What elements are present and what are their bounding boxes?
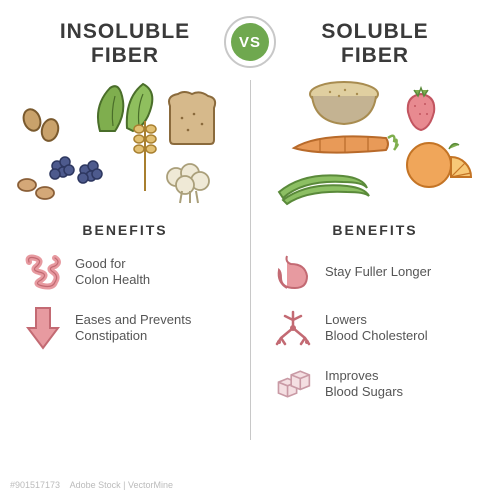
- sugar-cubes-icon: [273, 364, 313, 404]
- right-column: SOLUBLE FIBER: [250, 0, 500, 500]
- vs-label: VS: [231, 23, 269, 61]
- strawberry-icon: [400, 84, 442, 132]
- benefit-row: Stay Fuller Longer: [265, 252, 485, 292]
- left-title: INSOLUBLE FIBER: [60, 20, 190, 68]
- benefit-text: Stay Fuller Longer: [325, 264, 431, 280]
- orange-icon: [405, 131, 477, 193]
- cauliflower-icon: [160, 161, 215, 206]
- wheat-stalk-icon: [125, 111, 165, 196]
- left-foods: [15, 76, 235, 216]
- peanuts-icon: [15, 171, 65, 206]
- benefit-row: Good for Colon Health: [15, 252, 235, 292]
- left-benefits-heading: BENEFITS: [82, 222, 167, 238]
- benefit-text: Eases and Prevents Constipation: [75, 312, 191, 345]
- blood-vessels-icon: [273, 308, 313, 348]
- intestine-icon: [23, 252, 63, 292]
- benefit-row: Lowers Blood Cholesterol: [265, 308, 485, 348]
- oats-bowl-icon: [305, 78, 383, 128]
- carrot-icon: [290, 124, 400, 164]
- almonds-icon: [20, 106, 70, 146]
- arrow-down-icon: [23, 308, 63, 348]
- watermark: #901517173 Adobe Stock | VectorMine: [10, 480, 173, 490]
- right-benefits-heading: BENEFITS: [332, 222, 417, 238]
- column-divider: [250, 80, 251, 440]
- left-title-line1: INSOLUBLE: [60, 20, 190, 43]
- right-title: SOLUBLE FIBER: [321, 20, 428, 68]
- right-foods: [265, 76, 485, 216]
- whole-bread-icon: [160, 88, 222, 150]
- left-column: INSOLUBLE FIBER: [0, 0, 250, 500]
- right-title-line1: SOLUBLE: [321, 20, 428, 43]
- benefit-row: Eases and Prevents Constipation: [15, 308, 235, 348]
- benefit-text: Good for Colon Health: [75, 256, 150, 289]
- benefit-text: Lowers Blood Cholesterol: [325, 312, 428, 345]
- left-title-line2: FIBER: [91, 44, 159, 67]
- right-title-line2: FIBER: [341, 44, 409, 67]
- benefit-text: Improves Blood Sugars: [325, 368, 403, 401]
- watermark-source: Adobe Stock | VectorMine: [70, 480, 173, 490]
- watermark-id: #901517173: [10, 480, 60, 490]
- stomach-icon: [273, 252, 313, 292]
- benefit-row: Improves Blood Sugars: [265, 364, 485, 404]
- vs-badge: VS: [224, 16, 276, 68]
- green-beans-icon: [273, 168, 373, 208]
